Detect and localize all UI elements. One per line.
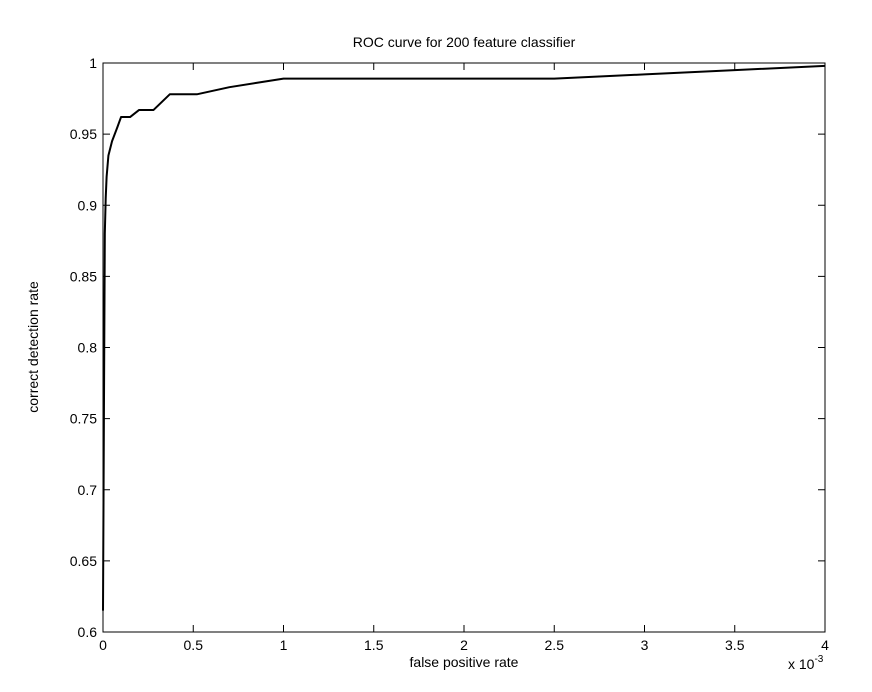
x-tick-label: 0: [99, 637, 107, 653]
series-layer: [102, 64, 826, 611]
y-tick-label: 1: [89, 55, 97, 71]
y-tick-label: 0.9: [78, 197, 98, 213]
x-tick-label: 1.5: [364, 637, 384, 653]
x-tick-label: 1: [280, 637, 288, 653]
x-axis-label: false positive rate: [410, 654, 519, 670]
x-multiplier-exponent: -3: [814, 654, 823, 665]
axis-ticks: 0 0.5 1 1.5 2 2.5 3 3.5 4 0.6 0.65 0.7 0.75 0.8 0.85 0.…: [70, 55, 829, 653]
roc-curve-line: [102, 64, 826, 611]
y-axis-label: correct detection rate: [25, 281, 41, 413]
y-tick-label: 0.8: [78, 340, 98, 356]
plot-area: [102, 62, 826, 633]
x-tick-label: 3.5: [725, 637, 745, 653]
y-tick-label: 0.65: [70, 553, 97, 569]
chart-title: ROC curve for 200 feature classifier: [353, 34, 576, 50]
y-tick-label: 0.7: [78, 482, 98, 498]
y-tick-label: 0.75: [70, 411, 97, 427]
x-axis-multiplier: x 10-3: [788, 654, 824, 672]
y-tick-label: 0.6: [78, 624, 98, 640]
x-tick-label: 0.5: [184, 637, 204, 653]
x-tick-label: 2: [460, 637, 468, 653]
x-tick-label: 4: [821, 637, 829, 653]
x-tick-label: 2.5: [545, 637, 565, 653]
x-tick-label: 3: [641, 637, 649, 653]
y-tick-label: 0.95: [70, 126, 97, 142]
x-multiplier-base: x 10: [788, 656, 815, 672]
y-tick-label: 0.85: [70, 268, 97, 284]
